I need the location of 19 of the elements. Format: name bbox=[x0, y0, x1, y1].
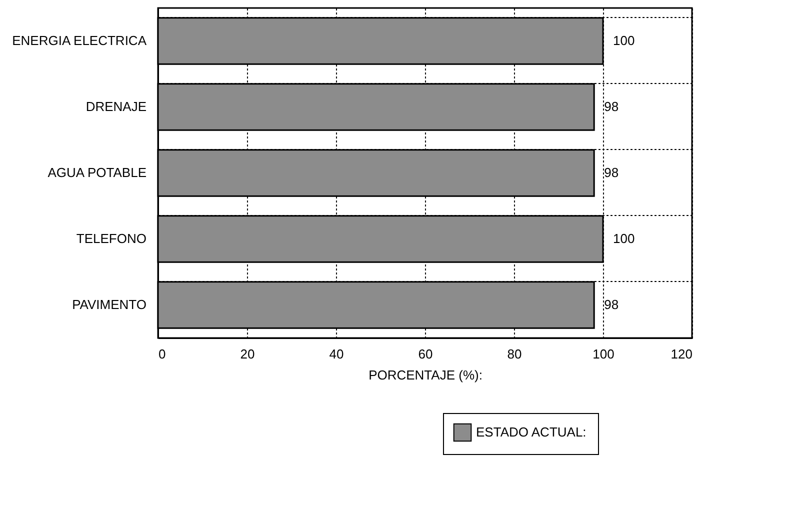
y-tick-label: ENERGIA ELECTRICA bbox=[12, 33, 147, 48]
x-tick-label: 80 bbox=[507, 346, 522, 362]
data-label: 98 bbox=[604, 99, 619, 114]
legend-label: ESTADO ACTUAL: bbox=[476, 424, 586, 440]
x-axis-title: PORCENTAJE (%): bbox=[368, 368, 482, 382]
data-label: 100 bbox=[613, 33, 635, 48]
y-tick-label: AGUA POTABLE bbox=[48, 165, 147, 180]
x-tick-label: 60 bbox=[418, 346, 433, 362]
x-tick-label: 0 bbox=[158, 346, 166, 362]
x-tick-label: 120 bbox=[670, 346, 692, 362]
y-tick-label: DRENAJE bbox=[86, 99, 147, 114]
y-tick-label: PAVIMENTO bbox=[72, 297, 146, 312]
y-tick-label: TELEFONO bbox=[76, 231, 146, 246]
x-tick-label: 40 bbox=[329, 346, 344, 362]
data-label: 100 bbox=[613, 231, 635, 246]
data-label: 98 bbox=[604, 297, 619, 312]
x-tick-label: 20 bbox=[240, 346, 255, 362]
data-label: 98 bbox=[604, 165, 619, 180]
x-tick-label: 100 bbox=[592, 346, 614, 362]
